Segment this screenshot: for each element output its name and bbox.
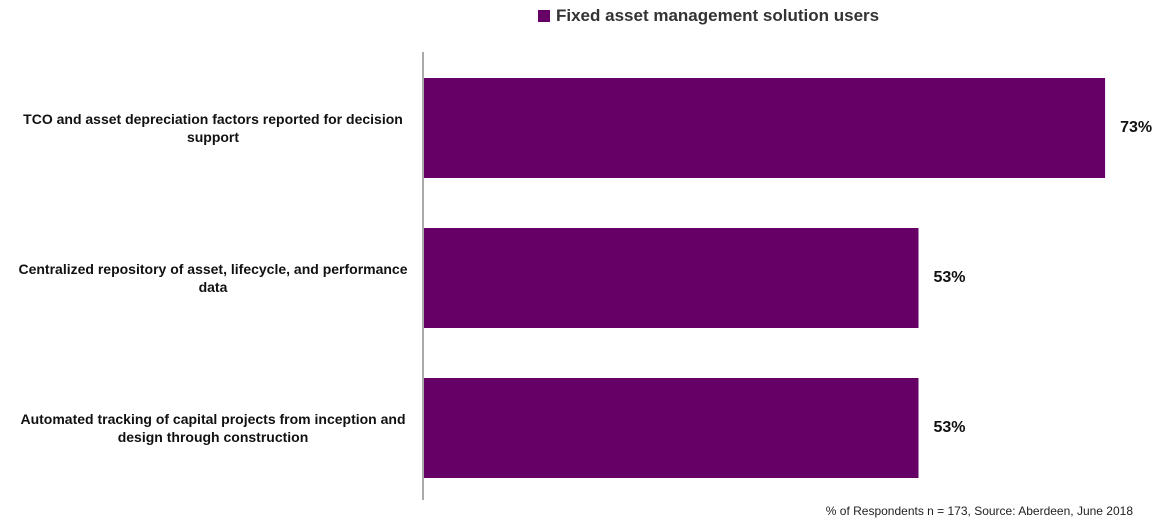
value-label: 53%: [933, 419, 965, 436]
value-label: 73%: [1120, 119, 1152, 136]
legend: Fixed asset management solution users: [538, 6, 879, 26]
legend-label: Fixed asset management solution users: [556, 6, 880, 25]
bar: [424, 78, 1106, 178]
category-label: TCO and asset depreciation factors repor…: [23, 111, 403, 145]
bar: [424, 378, 919, 478]
category-label: Centralized repository of asset, lifecyc…: [18, 261, 408, 295]
category-label: Automated tracking of capital projects f…: [20, 411, 406, 445]
bar: [424, 228, 919, 328]
legend-swatch: [538, 10, 550, 22]
value-label: 53%: [933, 269, 965, 286]
footnote: % of Respondents n = 173, Source: Aberde…: [825, 504, 1133, 518]
